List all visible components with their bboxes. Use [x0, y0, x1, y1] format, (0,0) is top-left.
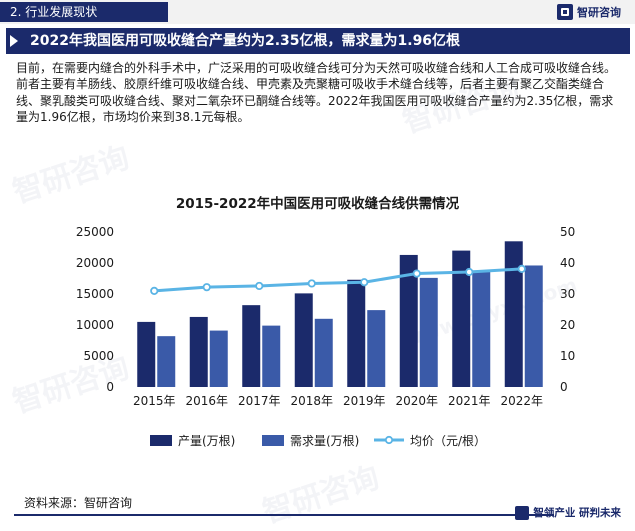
x-tick-label: 2015年: [133, 394, 176, 408]
price-point: [465, 267, 474, 277]
price-point: [202, 283, 211, 292]
x-tick-label: 2022年: [500, 394, 543, 408]
x-tick-label: 2020年: [395, 394, 438, 408]
x-tick-label: 2019年: [343, 394, 386, 408]
legend-label: 需求量(万根): [290, 434, 359, 448]
y-left-tick-label: 25000: [76, 225, 114, 239]
y-left-tick-label: 0: [106, 380, 114, 394]
bar-production: [137, 321, 156, 387]
legend-label: 产量(万根): [178, 434, 235, 448]
price-point: [150, 286, 159, 296]
footer-logo-icon: [515, 505, 530, 520]
y-right-tick-label: 0: [560, 380, 568, 394]
x-tick-label: 2021年: [448, 394, 491, 408]
brand-name: 智研咨询: [577, 6, 621, 19]
y-right-tick-label: 50: [560, 225, 575, 239]
bar-production: [189, 316, 208, 387]
price-point: [360, 278, 369, 287]
x-tick-label: 2016年: [185, 394, 228, 408]
price-point: [412, 269, 421, 278]
headline-banner: 2022年我国医用可吸收缝合产量约为2.35亿根，需求量为1.96亿根: [6, 28, 630, 54]
source-note: 资料来源：智研咨询: [24, 496, 133, 510]
x-tick-label: 2017年: [238, 394, 281, 408]
bar-demand: [419, 277, 438, 387]
footer-slogan: 智领产业 研判未来: [533, 507, 621, 519]
bar-production: [242, 305, 261, 387]
price-point: [255, 281, 264, 291]
bar-demand: [262, 325, 281, 387]
chart: 0 5000 10000 15000 20000 25000 0 10 20 30 40 50 2015…: [76, 225, 575, 448]
y-left-tick-label: 15000: [76, 287, 114, 301]
bar-production: [347, 279, 366, 387]
bar-production: [399, 254, 418, 387]
headline-arrow-icon: [10, 35, 18, 47]
y-right-tick-label: 20: [560, 318, 575, 332]
bar-demand: [524, 265, 543, 387]
y-left-tick-label: 20000: [76, 256, 114, 270]
intro-paragraph: 目前，在需要内缝合的外科手术中，广泛采用的可吸收缝合线可分为天然可吸收缝合线和人…: [16, 61, 617, 125]
bar-demand: [157, 336, 176, 387]
legend-swatch: [150, 435, 172, 446]
y-right-tick-label: 40: [560, 256, 575, 270]
brand-logo-icon: [557, 4, 573, 20]
bar-demand: [472, 270, 491, 387]
bar-demand: [314, 318, 333, 387]
footer-brand: 智领产业 研判未来: [515, 505, 621, 520]
x-tick-label: 2018年: [290, 394, 333, 408]
y-left-tick-label: 10000: [76, 318, 114, 332]
bar-production: [294, 293, 313, 387]
brand: 智研咨询: [557, 3, 621, 21]
bar-production: [504, 241, 523, 387]
y-right-tick-label: 10: [560, 349, 575, 363]
legend-swatch: [262, 435, 284, 446]
price-line: [154, 267, 522, 293]
bar-demand: [367, 310, 386, 387]
bar-demand: [209, 330, 228, 387]
section-label: 2. 行业发展现状: [0, 2, 168, 22]
price-point: [517, 264, 526, 273]
watermark: 智研咨询: [258, 460, 384, 531]
legend-line-marker: [384, 435, 394, 445]
price-point: [307, 279, 316, 288]
footer-divider: [14, 514, 554, 516]
bar-production: [452, 250, 471, 387]
legend-label: 均价（元/根）: [410, 434, 486, 448]
y-left-tick-label: 5000: [83, 349, 114, 363]
chart-title: 2015-2022年中国医用可吸收缝合线供需情况: [175, 196, 460, 212]
y-right-tick-label: 30: [560, 287, 575, 301]
